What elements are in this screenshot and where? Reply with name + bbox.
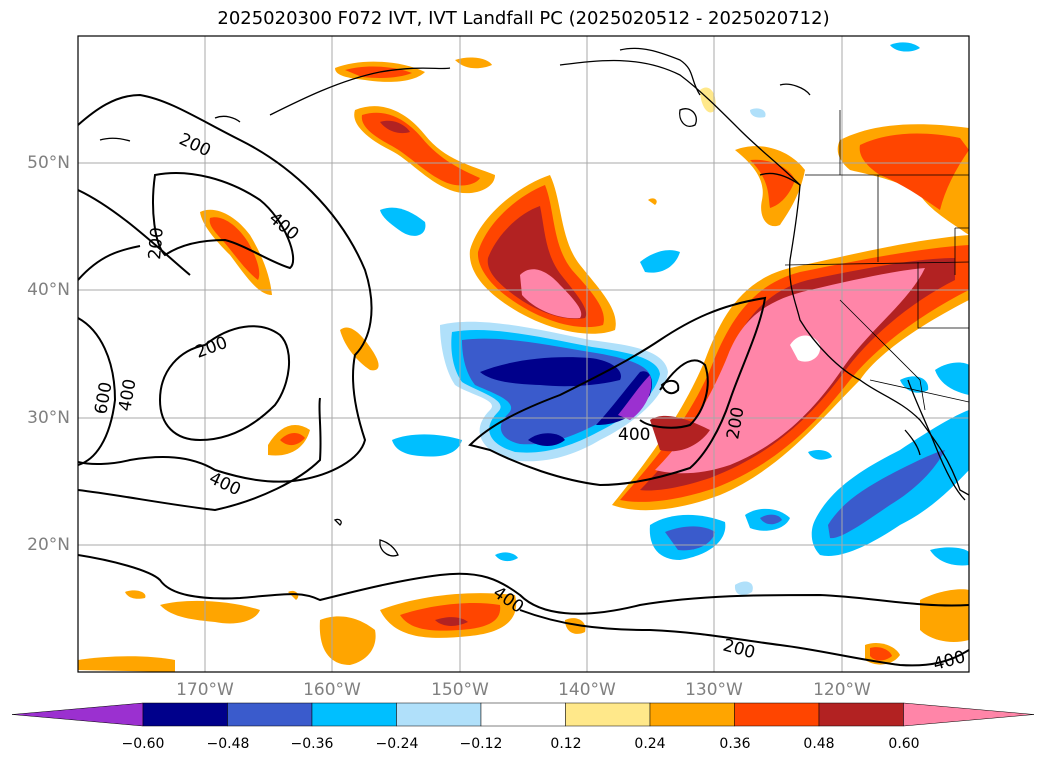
ivt-contours	[78, 93, 969, 667]
lat-label: 40°N	[27, 280, 70, 300]
contour-label: 200	[145, 226, 168, 260]
colorbar-segment	[396, 702, 482, 727]
colorbar	[11, 702, 1035, 727]
colorbar-tick-label: 0.60	[888, 736, 920, 752]
map-panel: 200 200 400 200 400 600 400 400 200 400 …	[78, 36, 969, 672]
colorbar-tick-label: −0.60	[121, 736, 165, 752]
colorbar-tick-label: 0.36	[719, 736, 751, 752]
colorbar-tick-label: −0.48	[206, 736, 250, 752]
colorbar-segment	[734, 702, 820, 727]
lon-label: 170°W	[176, 680, 234, 700]
lon-label: 160°W	[303, 680, 361, 700]
colorbar-segment	[818, 702, 904, 727]
map-frame	[77, 35, 970, 673]
coastlines	[99, 47, 969, 557]
lat-label: 20°N	[27, 535, 70, 555]
lon-label: 150°W	[431, 680, 489, 700]
colorbar-segment	[142, 702, 228, 727]
colorbar-tick-label: −0.36	[290, 736, 334, 752]
colorbar-segment	[227, 702, 313, 727]
contour-label: 400	[618, 425, 650, 445]
colorbar-tick-label: 0.12	[550, 736, 582, 752]
lon-label: 140°W	[558, 680, 616, 700]
lat-label: 30°N	[27, 408, 70, 428]
colorbar-tick-label: 0.48	[803, 736, 835, 752]
colorbar-extend-low	[11, 702, 144, 727]
lat-label: 50°N	[27, 153, 70, 173]
colorbar-extend-high	[903, 702, 1035, 727]
political-borders	[784, 110, 969, 411]
colorbar-tick-label: −0.24	[375, 736, 419, 752]
graticule	[78, 36, 969, 672]
negative-anomaly-shading	[380, 42, 969, 596]
map-title: 2025020300 F072 IVT, IVT Landfall PC (20…	[217, 8, 830, 29]
colorbar-segment	[480, 702, 566, 727]
lon-label: 120°W	[813, 680, 871, 700]
colorbar-segment	[649, 702, 735, 727]
lon-label: 130°W	[685, 680, 743, 700]
colorbar-segment	[565, 702, 651, 727]
colorbar-tick-label: 0.24	[634, 736, 666, 752]
colorbar-tick-label: −0.12	[459, 736, 503, 752]
colorbar-segment	[311, 702, 397, 727]
